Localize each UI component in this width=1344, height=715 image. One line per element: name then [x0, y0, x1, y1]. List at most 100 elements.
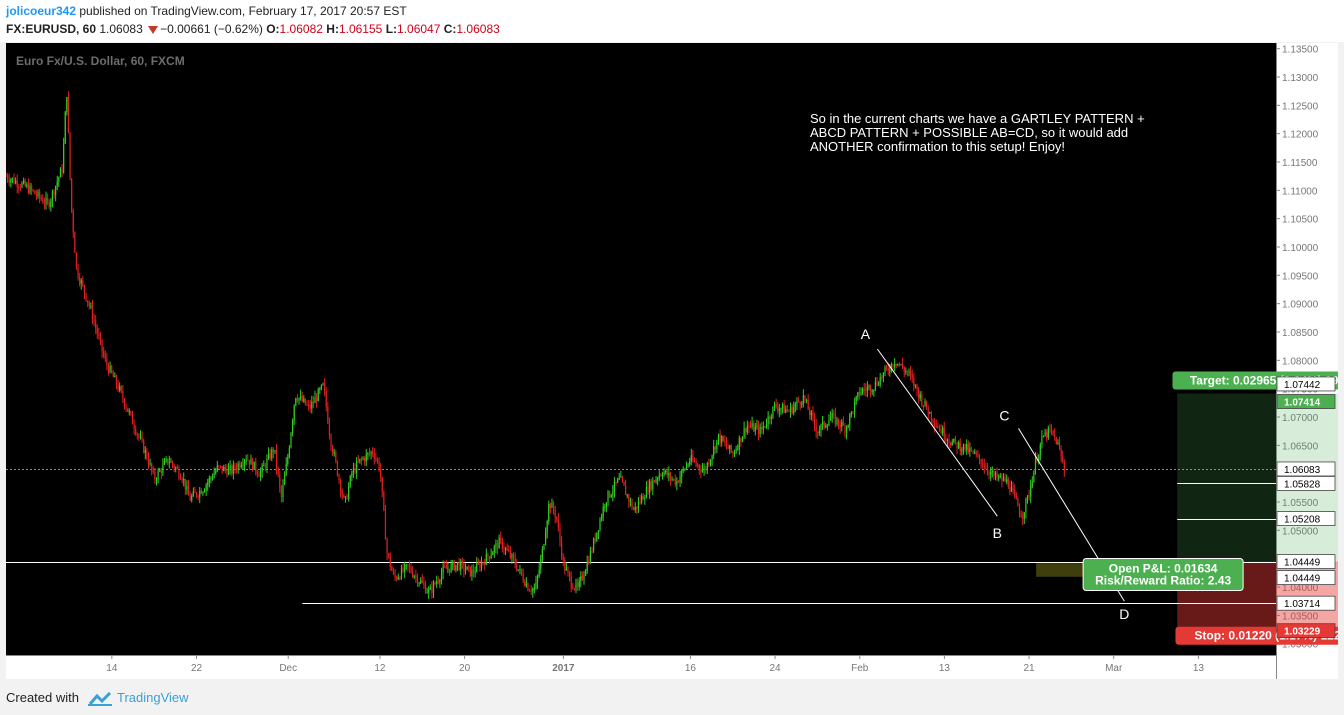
candle-body [423, 582, 425, 585]
candle-body [53, 191, 55, 195]
candle-body [256, 471, 258, 475]
candle-body [853, 401, 856, 413]
pattern-point-label: B [993, 525, 1002, 541]
candle-body [131, 413, 134, 425]
author-link[interactable]: jolicoeur342 [6, 4, 77, 18]
candle-body [741, 436, 744, 442]
candle-body [620, 476, 622, 478]
candle-body [882, 372, 885, 378]
candle-body [500, 537, 502, 540]
x-tick-label: Mar [1105, 663, 1123, 674]
candle-body [778, 408, 780, 411]
candle-body [757, 425, 760, 435]
candle-body [317, 389, 319, 402]
candle-body [380, 469, 382, 477]
candle-body [40, 197, 42, 200]
candle-body [37, 191, 39, 196]
candle-body [589, 550, 592, 563]
candle-body [80, 280, 82, 284]
candle-body [144, 450, 146, 453]
candle-body [432, 582, 435, 593]
candle-body [115, 375, 118, 385]
candle-body [934, 422, 936, 426]
candle-body [372, 451, 374, 454]
candle-body [362, 458, 364, 460]
candle-body [1039, 444, 1041, 456]
y-tick-label: 1.06500 [1282, 441, 1319, 452]
candle-body [663, 472, 665, 475]
candle-body [359, 458, 361, 462]
candle-body [508, 550, 510, 552]
price-axis-label [1276, 394, 1336, 409]
y-tick-label: 1.12500 [1282, 101, 1319, 112]
candle-body [918, 390, 920, 399]
candle-body [1033, 471, 1035, 483]
high-value: 1.06155 [338, 22, 383, 36]
candle-body [825, 426, 827, 428]
candle-body [346, 496, 348, 499]
candle-body [82, 280, 84, 286]
candle-body [436, 581, 438, 584]
pattern-line-ab [876, 348, 998, 517]
candle-body [461, 561, 463, 564]
candle-body [501, 539, 503, 549]
candle-body [783, 404, 785, 413]
price-chart[interactable]: 1.13500 1.13000 1.12500 1.12000 1.11500 1.110… [6, 43, 1338, 679]
candle-body [615, 481, 617, 483]
candle-body [1025, 499, 1027, 513]
candle-body [564, 559, 566, 571]
candle-body [649, 481, 651, 493]
candle-body [402, 567, 404, 572]
y-tick-label: 1.13500 [1282, 45, 1319, 56]
candle-body [410, 566, 412, 573]
candle-body [655, 479, 657, 483]
candle-body [258, 474, 260, 477]
candle-body [585, 571, 587, 576]
candle-body [354, 468, 356, 473]
time-axis [6, 655, 1276, 679]
candle-body [732, 451, 734, 454]
candle-body [1052, 430, 1054, 435]
tradingview-link[interactable]: TradingView [117, 690, 189, 705]
candle-body [599, 519, 601, 531]
candle-body [187, 486, 190, 496]
candle-body [767, 416, 769, 425]
candle-body [621, 476, 624, 482]
candle-body [397, 577, 399, 580]
candle-body [703, 468, 705, 470]
x-tick-label: 14 [106, 663, 118, 674]
candle-body [641, 496, 643, 503]
candle-body [1020, 513, 1022, 518]
candle-body [1031, 482, 1033, 487]
y-tick-label: 1.09000 [1282, 300, 1319, 311]
candle-body [669, 472, 672, 479]
candle-body [75, 252, 78, 268]
candle-body [967, 444, 969, 452]
candle-body [493, 546, 495, 553]
candle-body [476, 563, 478, 572]
candle-body [303, 398, 305, 402]
candle-body [894, 364, 896, 367]
candle-body [998, 476, 1000, 478]
candle-body [557, 519, 559, 528]
candle-body [98, 334, 100, 337]
candle-body [512, 554, 515, 559]
candle-body [91, 305, 94, 320]
candle-body [1054, 434, 1056, 438]
candle-body [199, 490, 201, 497]
candle-body [980, 459, 982, 465]
candle-body [320, 384, 323, 389]
candle-body [1012, 487, 1014, 491]
candle-body [895, 364, 897, 366]
pnl-box [1082, 558, 1244, 592]
candle-body [296, 398, 299, 401]
candle-body [96, 327, 98, 335]
candle-body [990, 472, 992, 475]
created-with-text: Created with [6, 690, 79, 705]
candle-body [23, 180, 25, 183]
candle-body [207, 482, 209, 486]
candle-body [324, 383, 326, 391]
candle-body [668, 472, 670, 476]
candle-body [833, 413, 835, 415]
candle-body [565, 568, 567, 571]
